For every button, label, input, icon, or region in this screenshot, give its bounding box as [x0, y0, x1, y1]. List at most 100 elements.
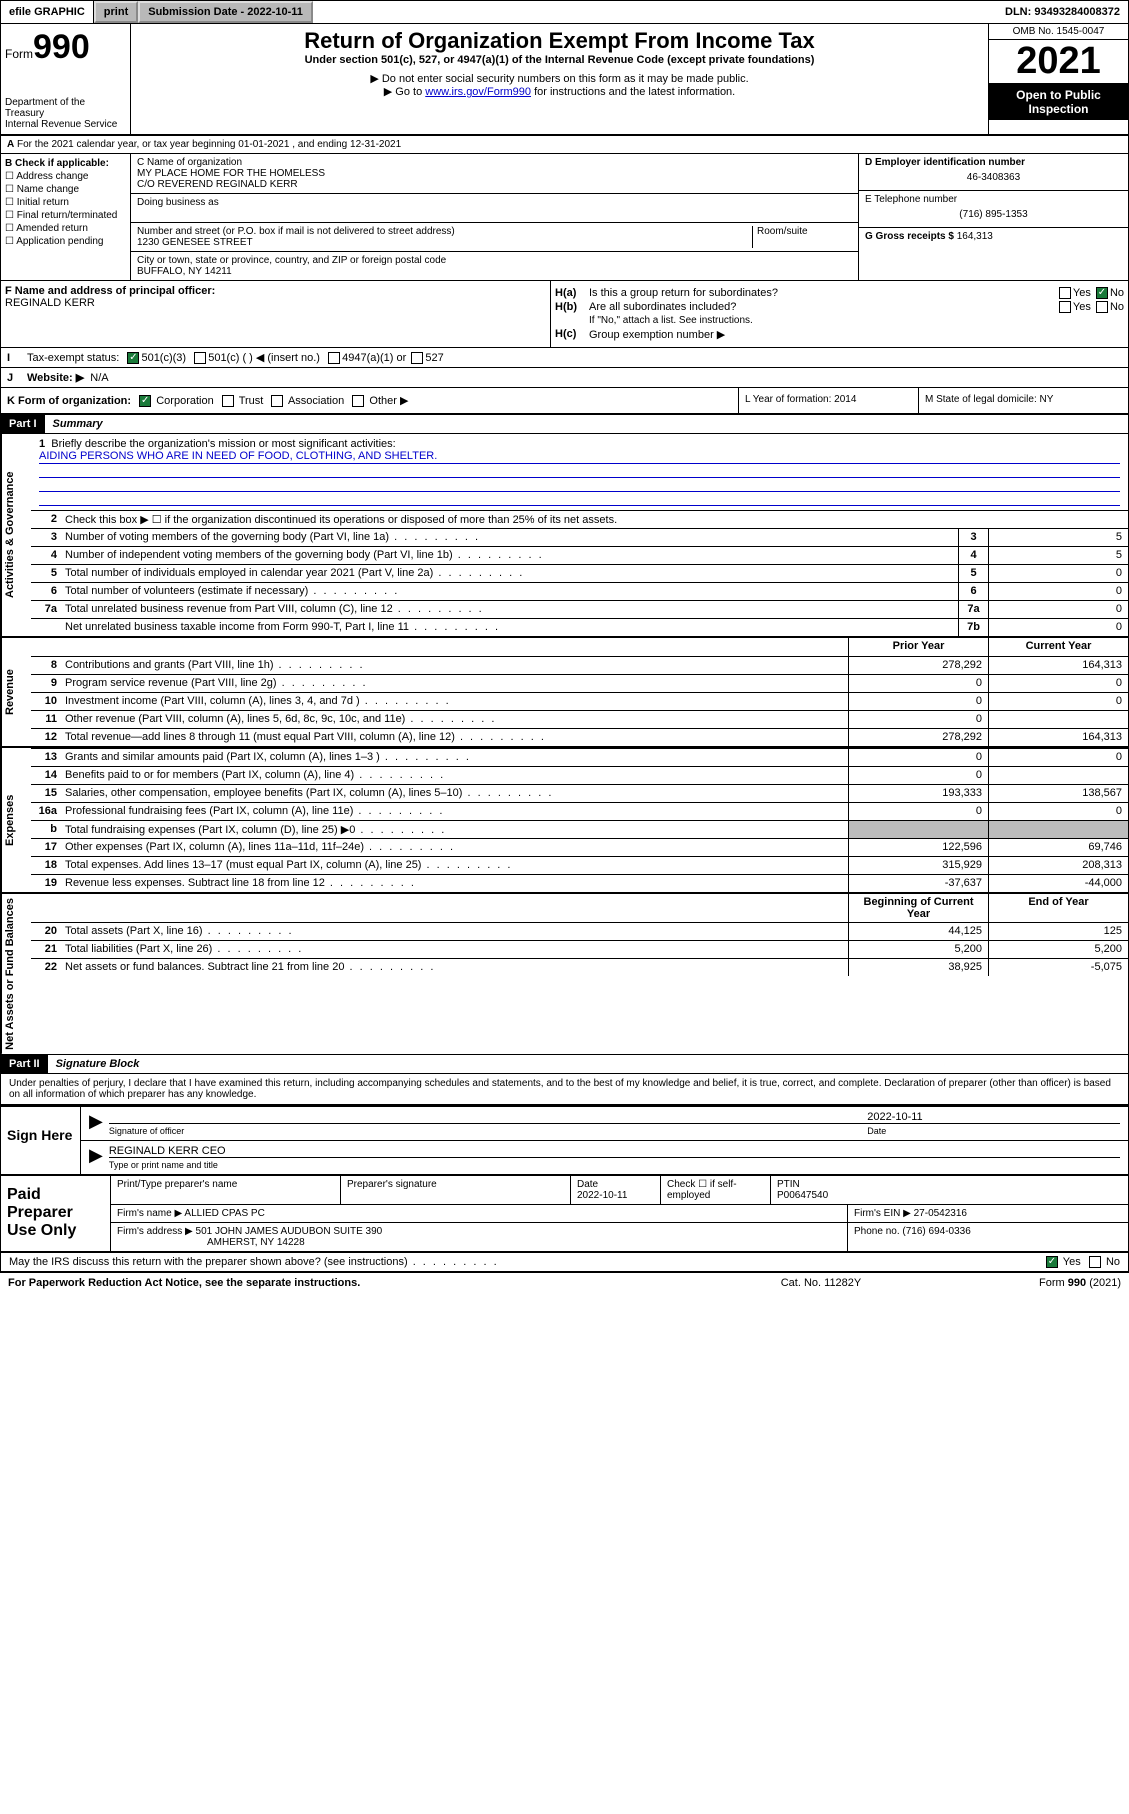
table-row: 18Total expenses. Add lines 13–17 (must …: [31, 856, 1128, 874]
corp-checkbox[interactable]: ✓: [139, 395, 151, 407]
omb-label: OMB No. 1545-0047: [989, 24, 1128, 40]
ha-yes-checkbox[interactable]: [1059, 287, 1071, 299]
arrow-icon: ▶: [89, 1111, 103, 1136]
box-b: B Check if applicable: ☐ Address change …: [1, 154, 131, 280]
expenses-section: Expenses 13Grants and similar amounts pa…: [1, 746, 1128, 892]
may-discuss-row: May the IRS discuss this return with the…: [1, 1253, 1128, 1272]
form-num: 990: [33, 28, 90, 66]
inspection-label: Open to Public Inspection: [989, 84, 1128, 120]
preparer-label: Paid Preparer Use Only: [1, 1176, 111, 1251]
table-row: 6Total number of volunteers (estimate if…: [31, 582, 1128, 600]
527-checkbox[interactable]: [411, 352, 423, 364]
prep-date: 2022-10-11: [577, 1190, 627, 1201]
mission-text: AIDING PERSONS WHO ARE IN NEED OF FOOD, …: [39, 450, 1120, 464]
addr: 1230 GENESEE STREET: [137, 237, 253, 248]
efile-label: efile GRAPHIC: [1, 1, 94, 23]
form-number-cell: Form990 Department of the Treasury Inter…: [1, 24, 131, 134]
subtitle: Under section 501(c), 527, or 4947(a)(1)…: [135, 54, 984, 66]
501c-checkbox[interactable]: [194, 352, 206, 364]
table-row: 19Revenue less expenses. Subtract line 1…: [31, 874, 1128, 892]
4947-checkbox[interactable]: [328, 352, 340, 364]
table-row: 4Number of independent voting members of…: [31, 546, 1128, 564]
hb-yes-checkbox[interactable]: [1059, 301, 1071, 313]
cat-no: Cat. No. 11282Y: [721, 1277, 921, 1289]
table-row: 3Number of voting members of the governi…: [31, 528, 1128, 546]
table-row: 7aTotal unrelated business revenue from …: [31, 600, 1128, 618]
exp-sidelabel: Expenses: [1, 748, 31, 892]
arrow-icon: ▶: [89, 1145, 103, 1170]
table-row: 11Other revenue (Part VIII, column (A), …: [31, 710, 1128, 728]
firm-phone: (716) 694-0336: [902, 1226, 970, 1237]
state-domicile: NY: [1040, 394, 1054, 405]
org-name-1: MY PLACE HOME FOR THE HOMELESS: [137, 168, 325, 179]
section-fh: F Name and address of principal officer:…: [1, 281, 1128, 348]
hb-no-checkbox[interactable]: [1096, 301, 1108, 313]
signature-section: Sign Here ▶ Signature of officer 2022-10…: [1, 1105, 1128, 1176]
row-i: I Tax-exempt status: ✓ 501(c)(3) 501(c) …: [1, 348, 1128, 368]
dln-label: DLN: 93493284008372: [997, 1, 1128, 23]
officer-name: REGINALD KERR: [5, 297, 95, 309]
sig-date: 2022-10-11: [867, 1111, 1120, 1123]
gross-val: 164,313: [957, 231, 993, 242]
firm-ein: 27-0542316: [914, 1208, 967, 1219]
table-row: 8Contributions and grants (Part VIII, li…: [31, 656, 1128, 674]
table-row: 9Program service revenue (Part VIII, lin…: [31, 674, 1128, 692]
print-button[interactable]: print: [94, 1, 138, 23]
trust-checkbox[interactable]: [222, 395, 234, 407]
box-h: H(a)Is this a group return for subordina…: [551, 281, 1128, 347]
table-row: 5Total number of individuals employed in…: [31, 564, 1128, 582]
table-row: 12Total revenue—add lines 8 through 11 (…: [31, 728, 1128, 746]
table-row: Net unrelated business taxable income fr…: [31, 618, 1128, 636]
part2-header: Part II Signature Block: [1, 1055, 1128, 1074]
form-header: Form990 Department of the Treasury Inter…: [1, 24, 1128, 136]
may-yes-checkbox[interactable]: ✓: [1046, 1256, 1058, 1268]
gov-sidelabel: Activities & Governance: [1, 434, 31, 636]
hb-note: If "No," attach a list. See instructions…: [555, 315, 1124, 326]
phone-label: E Telephone number: [865, 194, 957, 205]
box-c: C Name of organization MY PLACE HOME FOR…: [131, 154, 858, 280]
title-cell: Return of Organization Exempt From Incom…: [131, 24, 988, 134]
other-checkbox[interactable]: [352, 395, 364, 407]
assoc-checkbox[interactable]: [271, 395, 283, 407]
addr-label: Number and street (or P.O. box if mail i…: [137, 226, 455, 237]
governance-section: Activities & Governance 1 Briefly descri…: [1, 434, 1128, 636]
ein-val: 46-3408363: [865, 168, 1122, 187]
year-cell: OMB No. 1545-0047 2021 Open to Public In…: [988, 24, 1128, 134]
preparer-section: Paid Preparer Use Only Print/Type prepar…: [1, 1176, 1128, 1253]
form990-link[interactable]: www.irs.gov/Form990: [425, 86, 531, 98]
may-no-checkbox[interactable]: [1089, 1256, 1101, 1268]
dept-label: Department of the Treasury Internal Reve…: [5, 97, 126, 130]
room-label: Room/suite: [757, 226, 808, 237]
box-f: F Name and address of principal officer:…: [1, 281, 551, 347]
revenue-section: Revenue Prior YearCurrent Year 8Contribu…: [1, 636, 1128, 746]
form-container: efile GRAPHIC print Submission Date - 20…: [0, 0, 1129, 1273]
submission-date-button[interactable]: Submission Date - 2022-10-11: [138, 1, 313, 23]
dba-label: Doing business as: [137, 197, 219, 208]
table-row: bTotal fundraising expenses (Part IX, co…: [31, 820, 1128, 838]
table-row: 16aProfessional fundraising fees (Part I…: [31, 802, 1128, 820]
sign-here-label: Sign Here: [1, 1107, 81, 1174]
net-sidelabel: Net Assets or Fund Balances: [1, 894, 31, 1054]
table-row: 15Salaries, other compensation, employee…: [31, 784, 1128, 802]
box-deg: D Employer identification number46-34083…: [858, 154, 1128, 280]
row-klm: K Form of organization: ✓ Corporation Tr…: [1, 388, 1128, 415]
declaration: Under penalties of perjury, I declare th…: [1, 1074, 1128, 1105]
firm-name: ALLIED CPAS PC: [184, 1208, 264, 1219]
netassets-section: Net Assets or Fund Balances Beginning of…: [1, 892, 1128, 1055]
501c3-checkbox[interactable]: ✓: [127, 352, 139, 364]
table-row: 14Benefits paid to or for members (Part …: [31, 766, 1128, 784]
form-title: Return of Organization Exempt From Incom…: [135, 28, 984, 54]
tax-year: 2021: [989, 40, 1128, 84]
firm-addr2: AMHERST, NY 14228: [207, 1237, 305, 1248]
rev-sidelabel: Revenue: [1, 638, 31, 746]
ptin: P00647540: [777, 1190, 828, 1201]
ha-no-checkbox[interactable]: ✓: [1096, 287, 1108, 299]
year-formation: 2014: [834, 394, 856, 405]
part1-header: Part I Summary: [1, 415, 1128, 434]
note1: ▶ Do not enter social security numbers o…: [135, 72, 984, 85]
officer-name-title: REGINALD KERR CEO: [109, 1145, 1120, 1157]
table-row: 22Net assets or fund balances. Subtract …: [31, 958, 1128, 976]
phone-val: (716) 895-1353: [865, 205, 1122, 224]
ein-label: D Employer identification number: [865, 157, 1025, 168]
website-val: N/A: [90, 372, 108, 384]
